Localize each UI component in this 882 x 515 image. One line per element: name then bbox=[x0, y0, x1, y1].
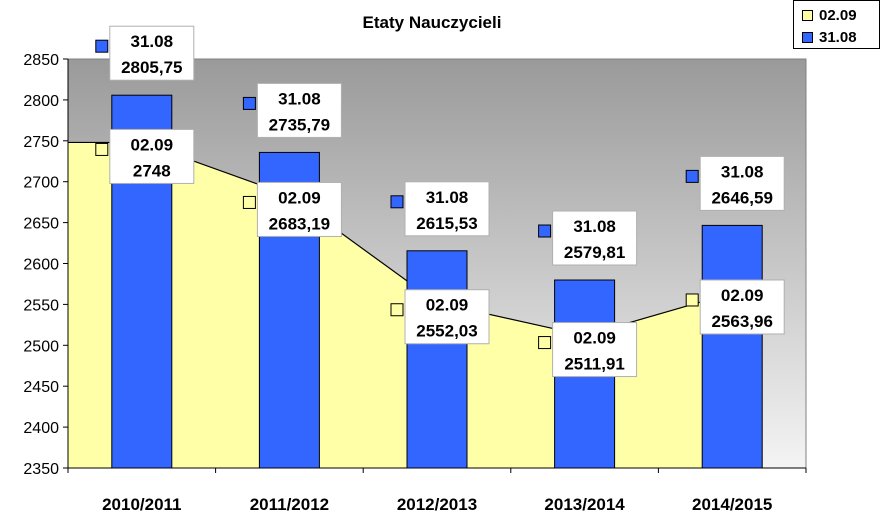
data-label-key-02-09 bbox=[685, 293, 699, 307]
data-label-value-02-09: 2552,03 bbox=[416, 322, 477, 341]
data-label-value-31-08: 2805,75 bbox=[121, 58, 182, 77]
data-label-key-02-09 bbox=[390, 303, 404, 317]
data-label-series-02-09: 02.09 bbox=[131, 135, 174, 154]
data-label-value-02-09: 2563,96 bbox=[711, 312, 772, 331]
data-label-key-02-09 bbox=[538, 336, 552, 350]
legend-swatch-31-08 bbox=[802, 31, 813, 43]
data-label-value-31-08: 2579,81 bbox=[564, 243, 625, 262]
legend-item-02-09: 02.09 bbox=[802, 5, 857, 25]
data-label-box-02-09 bbox=[404, 289, 490, 345]
data-label-box-02-09 bbox=[109, 128, 195, 184]
data-label-value-31-08: 2615,53 bbox=[416, 214, 477, 233]
y-tick-label: 2400 bbox=[23, 420, 59, 437]
data-label-series-31-08: 31.08 bbox=[278, 89, 321, 108]
y-tick-label: 2350 bbox=[23, 461, 59, 478]
data-label-series-02-09: 02.09 bbox=[573, 329, 616, 348]
legend-item-31-08: 31.08 bbox=[802, 27, 857, 47]
data-label-series-31-08: 31.08 bbox=[721, 162, 764, 181]
data-label-value-31-08: 2646,59 bbox=[711, 188, 772, 207]
x-tick-label: 2014/2015 bbox=[692, 495, 772, 514]
data-label-box-31-08 bbox=[404, 181, 490, 237]
data-label-series-02-09: 02.09 bbox=[721, 286, 764, 305]
data-label-box-02-09 bbox=[699, 279, 785, 335]
y-tick-label: 2700 bbox=[23, 175, 59, 192]
data-label-key-31-08 bbox=[95, 39, 109, 53]
legend: 02.09 31.08 bbox=[793, 0, 880, 49]
data-label-series-02-09: 02.09 bbox=[426, 296, 469, 315]
legend-label-31-08: 31.08 bbox=[819, 28, 857, 46]
data-label-box-31-08 bbox=[256, 82, 342, 138]
data-label-key-31-08 bbox=[242, 96, 256, 110]
bar-31-08 bbox=[406, 250, 468, 469]
data-label-value-02-09: 2683,19 bbox=[269, 214, 330, 233]
data-label-value-02-09: 2748 bbox=[133, 161, 171, 180]
bar-31-08 bbox=[701, 224, 763, 469]
y-tick-label: 2450 bbox=[23, 379, 59, 396]
data-label-box-31-08 bbox=[699, 155, 785, 211]
x-tick-label: 2011/2012 bbox=[250, 495, 329, 514]
y-tick-label: 2650 bbox=[23, 216, 59, 233]
legend-swatch-02-09 bbox=[802, 9, 813, 21]
data-label-series-02-09: 02.09 bbox=[278, 188, 321, 207]
y-tick-label: 2850 bbox=[23, 52, 59, 69]
data-label-series-31-08: 31.08 bbox=[131, 32, 174, 51]
data-label-box-02-09 bbox=[552, 322, 638, 378]
data-label-key-31-08 bbox=[685, 169, 699, 183]
y-tick-label: 2800 bbox=[23, 93, 59, 110]
data-label-series-31-08: 31.08 bbox=[573, 217, 616, 236]
data-label-key-02-09 bbox=[95, 142, 109, 156]
data-label-box-02-09 bbox=[256, 181, 342, 237]
data-label-key-31-08 bbox=[390, 195, 404, 209]
x-tick-label: 2012/2013 bbox=[397, 495, 477, 514]
y-tick-label: 2500 bbox=[23, 338, 59, 355]
x-tick-label: 2010/2011 bbox=[102, 495, 181, 514]
data-label-key-02-09 bbox=[242, 195, 256, 209]
y-tick-label: 2750 bbox=[23, 134, 59, 151]
y-tick-label: 2550 bbox=[23, 297, 59, 314]
data-label-box-31-08 bbox=[109, 25, 195, 81]
chart-title: Etaty Nauczycieli bbox=[363, 13, 502, 32]
legend-label-02-09: 02.09 bbox=[819, 6, 857, 24]
data-label-key-31-08 bbox=[538, 224, 552, 238]
x-tick-label: 2013/2014 bbox=[544, 495, 625, 514]
data-label-value-02-09: 2511,91 bbox=[564, 355, 625, 374]
data-label-value-31-08: 2735,79 bbox=[269, 115, 330, 134]
data-label-series-31-08: 31.08 bbox=[426, 188, 469, 207]
y-tick-label: 2600 bbox=[23, 257, 59, 274]
data-label-box-31-08 bbox=[552, 210, 638, 266]
